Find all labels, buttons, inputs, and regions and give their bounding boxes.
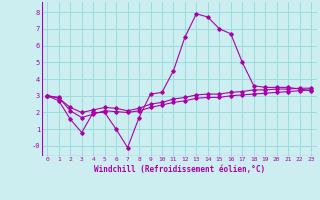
X-axis label: Windchill (Refroidissement éolien,°C): Windchill (Refroidissement éolien,°C) — [94, 165, 265, 174]
